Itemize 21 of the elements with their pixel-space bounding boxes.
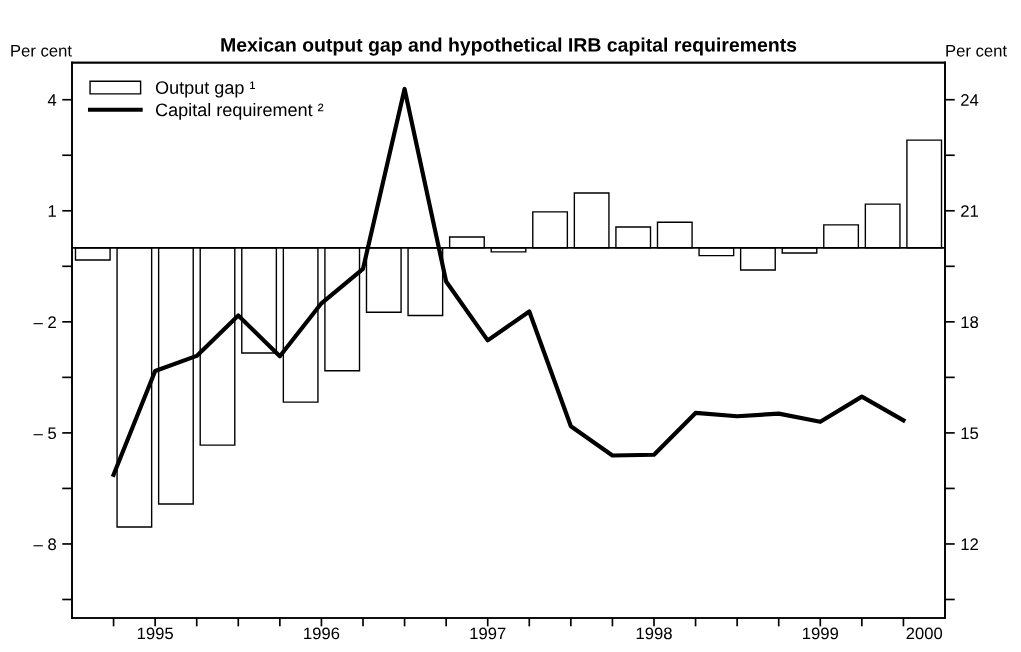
legend-label: Capital requirement ² xyxy=(155,103,324,120)
y-axis-title: Per cent xyxy=(11,45,72,57)
chart-title: Mexican output gap and hypothetical IRB capital requirements xyxy=(221,37,797,56)
y2-tick-label: 24 xyxy=(961,94,979,106)
y-tick-label: – 8 xyxy=(33,538,56,551)
x-tick-label: 1995 xyxy=(137,627,173,640)
x-tick-label: 1996 xyxy=(304,627,340,640)
y-tick-label: 1 xyxy=(48,205,56,217)
y2-tick-label: 21 xyxy=(961,205,978,217)
x-tick-label: 1998 xyxy=(636,627,672,640)
y2-tick-label: 18 xyxy=(961,316,979,329)
y2-tick-label: 15 xyxy=(961,427,979,440)
x-tick-label: 1999 xyxy=(803,627,839,640)
legend-label: Output gap ¹ xyxy=(155,81,256,98)
x-tick-label: 2000 xyxy=(906,627,943,640)
y-tick-label: – 2 xyxy=(33,316,56,328)
y-tick-label: 4 xyxy=(47,94,57,106)
y2-axis-title: Per cent xyxy=(946,45,1007,57)
y-tick-label: – 5 xyxy=(33,427,57,440)
x-tick-label: 1997 xyxy=(470,627,506,640)
y2-tick-label: 12 xyxy=(961,538,978,550)
